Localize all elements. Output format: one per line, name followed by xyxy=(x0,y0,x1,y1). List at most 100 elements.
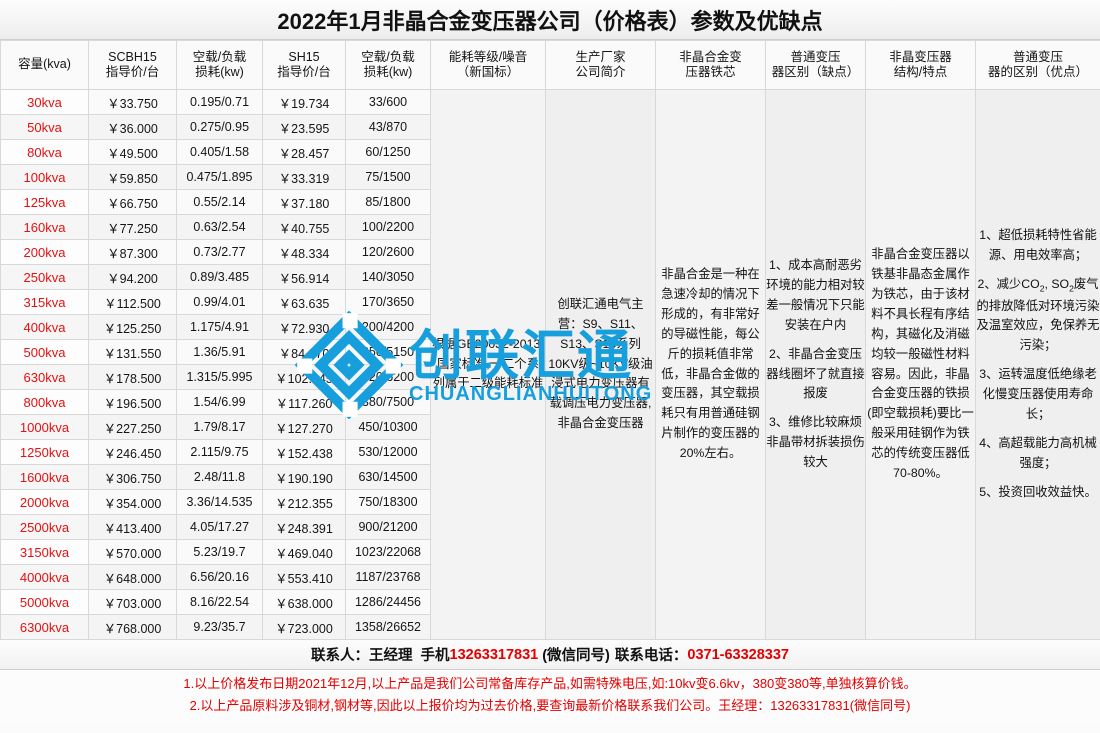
merged-paragraph: 3、维修比较麻烦非晶带材拆装损伤较大 xyxy=(766,415,865,470)
row-scbh15-loss: 0.195/0.71 xyxy=(176,89,263,115)
header-energy-grade-line2: （新国标） xyxy=(456,65,520,79)
header-scbh15-loss-line1: 空载/负载 xyxy=(192,49,247,64)
row-capacity: 800kva xyxy=(0,389,89,415)
header-amorphous-core: 非晶合金变 压器铁芯 xyxy=(655,40,766,90)
row-sh15-loss: 120/2600 xyxy=(345,239,431,265)
row-sh15-price: ￥553.410 xyxy=(262,564,346,590)
table-body: 30kva ￥33.750 0.195/0.71 ￥19.734 33/600 根据GB2… xyxy=(0,89,1100,640)
row-capacity: 125kva xyxy=(0,189,89,215)
row-sh15-price: ￥48.334 xyxy=(262,239,346,265)
row-scbh15-loss: 5.23/19.7 xyxy=(176,539,263,565)
merged-amorphous-core: 非晶合金是一种在急速冷却的情况下形成的，有非常好的导磁性能，每公斤的损耗值非常低… xyxy=(655,89,766,640)
price-table: 容量(kva) SCBH15 指导价/台 空载/负载 损耗(kw) SH15 指… xyxy=(0,40,1100,640)
header-scbh15-loss-line2: 损耗(kw) xyxy=(195,65,244,79)
header-amorphous-core-line2: 压器铁芯 xyxy=(685,65,736,79)
merged-ordinary-cons: 1、成本高耐恶劣环境的能力相对较差一般情况下只能安装在户内 2、非晶合金变压器线圈… xyxy=(765,89,866,640)
row-sh15-price: ￥638.000 xyxy=(262,589,346,615)
header-amorphous-structure: 非晶变压器 结构/特点 xyxy=(865,40,976,90)
row-sh15-loss: 200/4200 xyxy=(345,314,431,340)
row-sh15-loss: 250/5150 xyxy=(345,339,431,365)
mobile-number: 13263317831 xyxy=(449,646,539,663)
row-sh15-loss: 43/870 xyxy=(345,114,431,140)
note-line-1: 1.以上价格发布日期2021年12月,以上产品是我们公司常备库存产品,如需特殊电… xyxy=(183,676,917,691)
row-scbh15-loss: 1.175/4.91 xyxy=(176,314,263,340)
contact-row: 联系人： 王经理 手机 13263317831 (微信同号) 联系电话： 037… xyxy=(0,640,1100,670)
header-row: 容量(kva) SCBH15 指导价/台 空载/负载 损耗(kw) SH15 指… xyxy=(0,40,1100,90)
merged-energy-grade: 根据GB20052-2013,国家标准,一二个系列属于二级能耗标准 xyxy=(430,89,546,640)
row-sh15-loss: 750/18300 xyxy=(345,489,431,515)
table-row: 2500kva ￥413.400 4.05/17.27 ￥248.391 900/212… xyxy=(0,514,1100,540)
row-sh15-price: ￥19.734 xyxy=(262,89,346,115)
mobile-label: 手机 xyxy=(420,648,450,664)
merged-paragraph: 非晶合金变压器以铁基非晶态金属作为铁芯，由于该材料不具长程有序结构，其磁化及消磁… xyxy=(867,247,974,481)
row-sh15-loss: 75/1500 xyxy=(345,164,431,190)
row-scbh15-loss: 6.56/20.16 xyxy=(176,564,263,590)
row-capacity: 50kva xyxy=(0,114,89,140)
row-scbh15-loss: 1.54/6.99 xyxy=(176,389,263,415)
row-scbh15-price: ￥354.000 xyxy=(88,489,177,515)
row-capacity: 1250kva xyxy=(0,439,89,465)
row-scbh15-loss: 4.05/17.27 xyxy=(176,514,263,540)
table-row: 100kva ￥59.850 0.475/1.895 ￥33.319 75/1500 xyxy=(0,164,1100,190)
row-sh15-price: ￥28.457 xyxy=(262,139,346,165)
row-capacity: 4000kva xyxy=(0,564,89,590)
merged-paragraph: 4、高超载能力高机械强度； xyxy=(979,435,1097,470)
row-sh15-price: ￥33.319 xyxy=(262,164,346,190)
row-sh15-loss: 630/14500 xyxy=(345,464,431,490)
row-scbh15-loss: 0.55/2.14 xyxy=(176,189,263,215)
header-scbh15-loss: 空载/负载 损耗(kw) xyxy=(176,40,263,90)
header-sh15-price-line2: 指导价/台 xyxy=(277,65,331,79)
row-sh15-price: ￥72.930 xyxy=(262,314,346,340)
row-capacity: 2000kva xyxy=(0,489,89,515)
row-scbh15-loss: 0.405/1.58 xyxy=(176,139,263,165)
header-ordinary-cons-line2: 器区别（缺点） xyxy=(771,65,860,79)
table-row: 160kva ￥77.250 0.63/2.54 ￥40.755 100/2200 xyxy=(0,214,1100,240)
table-row: 6300kva ￥768.000 9.23/35.7 ￥723.000 1358/266… xyxy=(0,614,1100,640)
row-scbh15-loss: 1.315/5.995 xyxy=(176,364,263,390)
row-scbh15-price: ￥59.850 xyxy=(88,164,177,190)
row-capacity: 100kva xyxy=(0,164,89,190)
row-sh15-price: ￥40.755 xyxy=(262,214,346,240)
contact-label: 联系人： xyxy=(311,648,369,664)
row-capacity: 1600kva xyxy=(0,464,89,490)
table-row: 80kva ￥49.500 0.405/1.58 ￥28.457 60/1250 xyxy=(0,139,1100,165)
header-amorphous-structure-line1: 非晶变压器 xyxy=(889,49,952,64)
merged-paragraph: 2、非晶合金变压器线圈坏了就直接报废 xyxy=(766,346,865,401)
table-row: 125kva ￥66.750 0.55/2.14 ￥37.180 85/1800 xyxy=(0,189,1100,215)
row-capacity: 5000kva xyxy=(0,589,89,615)
table-row: 3150kva ￥570.000 5.23/19.7 ￥469.040 1023/220… xyxy=(0,539,1100,565)
header-scbh15-price-line2: 指导价/台 xyxy=(105,65,160,79)
row-scbh15-price: ￥125.250 xyxy=(88,314,177,340)
row-sh15-loss: 60/1250 xyxy=(345,139,431,165)
row-scbh15-price: ￥36.000 xyxy=(88,114,177,140)
row-sh15-price: ￥102.245 xyxy=(262,364,346,390)
row-sh15-price: ￥212.355 xyxy=(262,489,346,515)
row-sh15-loss: 900/21200 xyxy=(345,514,431,540)
row-capacity: 80kva xyxy=(0,139,89,165)
merged-ordinary-pros: 1、超低损耗特性省能源、用电效率高； 2、减少CO2, SO2废气的排放降低对环境… xyxy=(975,89,1100,640)
row-capacity: 200kva xyxy=(0,239,89,265)
header-amorphous-core-line1: 非晶合金变 xyxy=(679,49,742,64)
row-sh15-price: ￥469.040 xyxy=(262,539,346,565)
row-sh15-loss: 140/3050 xyxy=(345,264,431,290)
row-sh15-price: ￥723.000 xyxy=(262,614,346,640)
row-scbh15-price: ￥94.200 xyxy=(88,264,177,290)
row-capacity: 6300kva xyxy=(0,614,89,640)
row-sh15-price: ￥152.438 xyxy=(262,439,346,465)
row-sh15-price: ￥84.370 xyxy=(262,339,346,365)
row-scbh15-loss: 0.73/2.77 xyxy=(176,239,263,265)
header-manufacturer-line1: 生产厂家 xyxy=(575,49,626,64)
row-scbh15-price: ￥196.500 xyxy=(88,389,177,415)
row-scbh15-price: ￥648.000 xyxy=(88,564,177,590)
header-manufacturer: 生产厂家 公司简介 xyxy=(545,40,656,90)
header-capacity: 容量(kva) xyxy=(0,40,89,90)
row-scbh15-loss: 8.16/22.54 xyxy=(176,589,263,615)
merged-manufacturer: 创联汇通电气主营：S9、S11、S13、S15系列10KV级~10KV级油浸式电… xyxy=(545,89,656,640)
header-ordinary-cons: 普通变压 器区别（缺点） xyxy=(765,40,866,90)
table-row: 5000kva ￥703.000 8.16/22.54 ￥638.000 1286/24… xyxy=(0,589,1100,615)
row-scbh15-price: ￥246.450 xyxy=(88,439,177,465)
row-scbh15-loss: 0.89/3.485 xyxy=(176,264,263,290)
row-sh15-loss: 1187/23768 xyxy=(345,564,431,590)
row-capacity: 250kva xyxy=(0,264,89,290)
header-scbh15-price: SCBH15 指导价/台 xyxy=(88,40,177,90)
